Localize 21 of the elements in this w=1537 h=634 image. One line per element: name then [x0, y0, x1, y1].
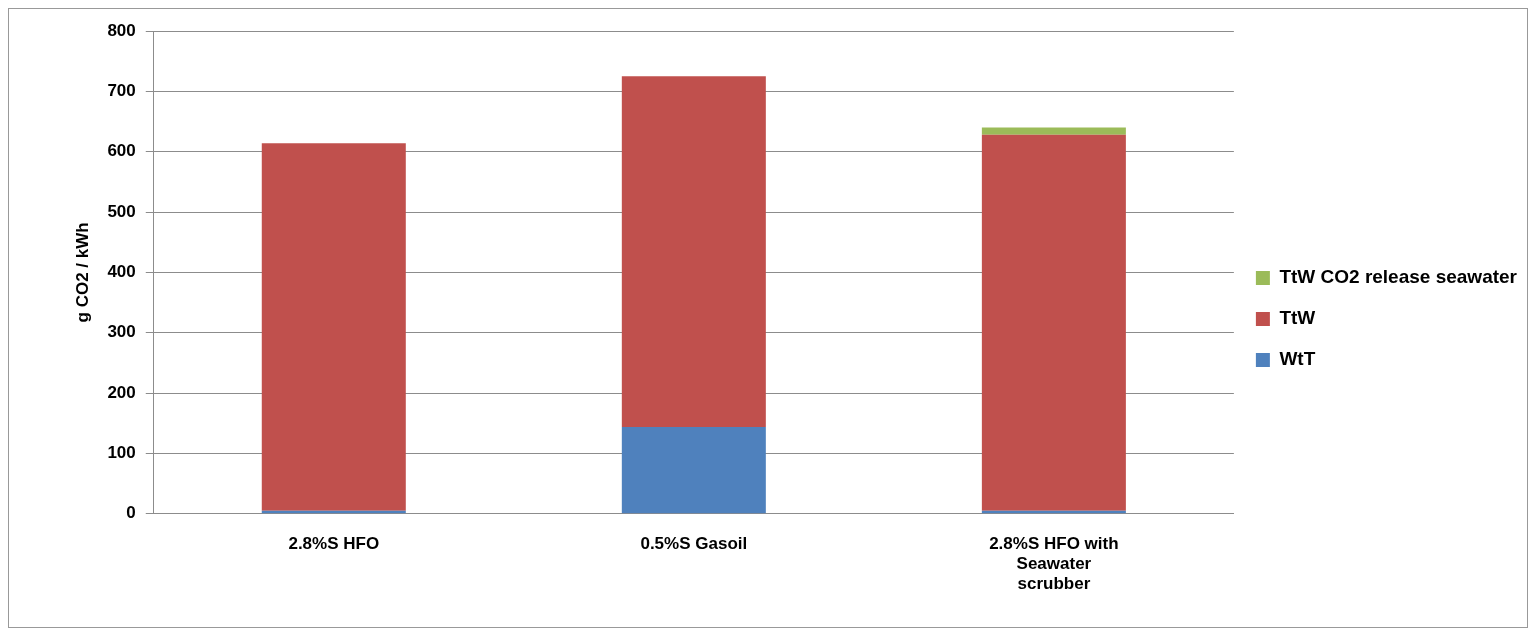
x-tick-label: 2.8%S HFO with Seawater scrubber [989, 533, 1119, 594]
y-tick-label: 0 [126, 503, 136, 523]
y-tick-label: 200 [107, 382, 136, 402]
x-tick-label: 0.5%S Gasoil [640, 533, 748, 553]
y-tick-label: 700 [107, 81, 136, 101]
legend-label: TtW CO2 release seawater [1279, 266, 1518, 288]
y-tick-label: 300 [107, 322, 136, 342]
legend-label: TtW [1279, 307, 1316, 329]
y-tick-label: 800 [107, 20, 136, 40]
y-tick-label: 100 [107, 443, 136, 463]
bar [261, 143, 406, 511]
y-tick-label: 600 [107, 141, 136, 161]
y-tick-label: 500 [107, 201, 136, 221]
bar [621, 76, 766, 427]
y-tick-label: 400 [107, 262, 136, 282]
bar [621, 426, 766, 514]
bar [981, 127, 1126, 135]
x-tick-label: 2.8%S HFO [288, 533, 380, 553]
legend-label: WtT [1279, 348, 1316, 370]
y-axis-title: g CO2 / kWh [72, 222, 92, 323]
bar [981, 134, 1126, 511]
